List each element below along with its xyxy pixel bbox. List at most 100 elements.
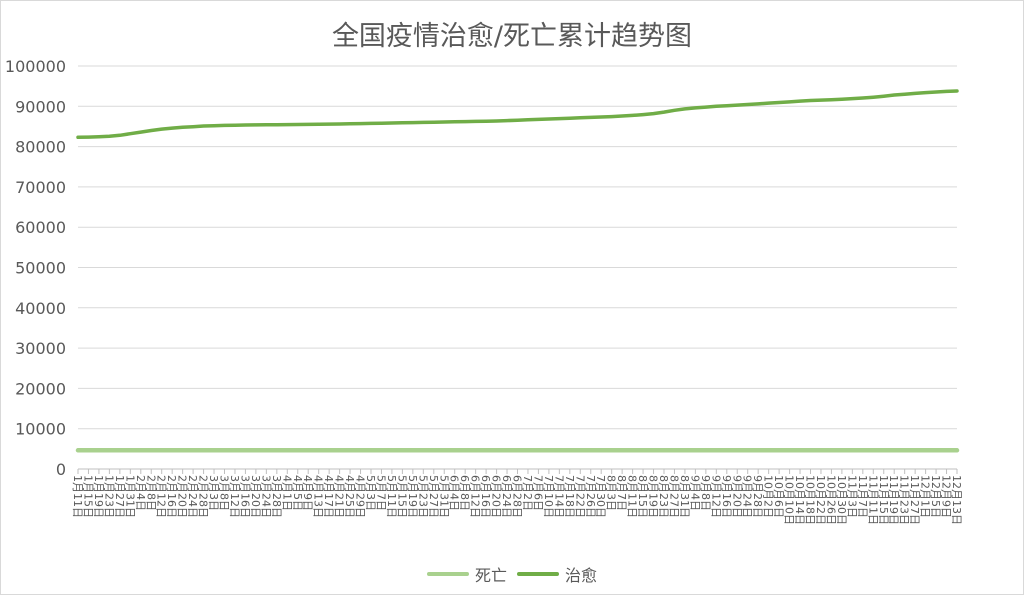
x-tick-label: 11月7日: [856, 475, 869, 518]
x-tick-label: 1月11日: [71, 475, 84, 518]
x-tick-label: 8月27日: [667, 475, 680, 518]
x-tick-label: 9月12日: [709, 475, 722, 518]
x-tick-label: 11月27日: [908, 475, 921, 525]
x-tick-label: 4月29日: [354, 475, 367, 518]
x-tick-label: 3月28日: [270, 475, 283, 518]
x-tick-label: 10月30日: [835, 475, 848, 525]
y-tick-label: 0: [56, 460, 66, 479]
legend-item-cured[interactable]: 治愈: [517, 562, 597, 586]
x-tick-label: 6月16日: [479, 475, 492, 518]
x-tick-label: 8月19日: [647, 475, 660, 518]
x-tick-label: 4月17日: [322, 475, 335, 518]
y-tick-label: 80000: [15, 138, 66, 157]
x-tick-label: 6月28日: [511, 475, 524, 518]
x-tick-label: 7月18日: [563, 475, 576, 518]
x-tick-label: 4月21日: [333, 475, 346, 518]
x-tick-label: 6月4日: [448, 475, 461, 511]
x-tick-label: 10月22日: [814, 475, 827, 525]
x-tick-label: 7月14日: [552, 475, 565, 518]
y-tick-label: 40000: [15, 299, 66, 318]
x-tick-label: 7月26日: [584, 475, 597, 518]
x-tick-label: 6月24日: [500, 475, 513, 518]
x-tick-label: 5月3日: [364, 475, 377, 511]
x-tick-label: 12月13日: [950, 475, 963, 525]
x-tick-label: 5月31日: [437, 475, 450, 518]
legend-swatch-cured: [517, 572, 559, 576]
x-tick-label: 1月23日: [102, 475, 115, 518]
x-tick-label: 8月15日: [636, 475, 649, 518]
x-tick-label: 9月16日: [720, 475, 733, 518]
x-tick-label: 5月23日: [416, 475, 429, 518]
chart-legend: 死亡 治愈: [0, 562, 1024, 586]
x-tick-label: 4月1日: [280, 475, 293, 511]
x-tick-label: 12月9日: [940, 475, 953, 518]
x-tick-label: 11月15日: [877, 475, 890, 525]
x-tick-label: 6月12日: [469, 475, 482, 518]
y-tick-label: 100000: [5, 57, 66, 76]
x-tick-label: 2月20日: [176, 475, 189, 518]
x-tick-label: 8月3日: [605, 475, 618, 511]
x-tick-label: 11月3日: [845, 475, 858, 518]
series-line-cured: [76, 89, 959, 140]
x-tick-label: 2月16日: [165, 475, 178, 518]
x-tick-label: 7月2日: [521, 475, 534, 511]
x-tick-label: 10月2日: [762, 475, 775, 518]
x-tick-label: 2月8日: [144, 475, 157, 511]
x-tick-label: 5月7日: [374, 475, 387, 511]
x-tick-label: 8月31日: [678, 475, 691, 518]
x-tick-label: 4月5日: [291, 475, 304, 511]
y-tick-label: 50000: [15, 259, 66, 278]
x-tick-label: 12月1日: [919, 475, 932, 518]
x-tick-label: 9月8日: [699, 475, 712, 511]
legend-item-death[interactable]: 死亡: [426, 562, 507, 586]
y-tick-label: 30000: [15, 339, 66, 358]
x-tick-label: 5月27日: [427, 475, 440, 518]
x-tick-label: 6月8日: [458, 475, 471, 511]
x-tick-label: 2月24日: [186, 475, 199, 518]
legend-label-death: 死亡: [474, 566, 507, 585]
x-tick-label: 2月28日: [197, 475, 210, 518]
x-tick-label: 3月12日: [228, 475, 241, 518]
y-tick-label: 90000: [15, 97, 66, 116]
x-tick-label: 11月23日: [898, 475, 911, 525]
x-tick-label: 6月20日: [490, 475, 503, 518]
x-tick-label: 1月19日: [92, 475, 105, 518]
x-tick-label: 10月10日: [783, 475, 796, 525]
x-tick-label: 11月11日: [866, 475, 879, 525]
x-tick-label: 2月12日: [155, 475, 168, 518]
x-tick-label: 3月8日: [218, 475, 231, 511]
y-tick-label: 20000: [15, 379, 66, 398]
x-tick-label: 10月18日: [804, 475, 817, 525]
x-tick-label: 9月4日: [688, 475, 701, 511]
x-tick-label: 1月15日: [81, 475, 94, 518]
y-tick-label: 70000: [15, 178, 66, 197]
x-tick-label: 4月25日: [343, 475, 356, 518]
x-tick-label: 1月31日: [123, 475, 136, 518]
x-tick-label: 9月24日: [741, 475, 754, 518]
x-tick-label: 10月26日: [824, 475, 837, 525]
x-tick-label: 3月20日: [249, 475, 262, 518]
x-tick-label: 4月13日: [312, 475, 325, 518]
x-tick-label: 5月15日: [395, 475, 408, 518]
x-tick-label: 8月11日: [626, 475, 639, 518]
x-tick-label: 3月16日: [238, 475, 251, 518]
x-tick-label: 9月28日: [751, 475, 764, 518]
x-tick-label: 5月11日: [385, 475, 398, 518]
x-tick-label: 1月27日: [113, 475, 126, 518]
x-tick-label: 7月30日: [594, 475, 607, 518]
y-tick-label: 10000: [15, 420, 66, 439]
x-tick-label: 2月4日: [134, 475, 147, 511]
x-tick-label: 12月5日: [929, 475, 942, 518]
x-tick-label: 10月6日: [772, 475, 785, 518]
y-tick-label: 60000: [15, 218, 66, 237]
chart-title: 全国疫情治愈/死亡累计趋势图: [331, 21, 693, 52]
x-tick-label: 9月20日: [730, 475, 743, 518]
x-tick-label: 3月24日: [259, 475, 272, 518]
x-tick-label: 11月19日: [887, 475, 900, 525]
x-tick-label: 8月7日: [615, 475, 628, 511]
x-tick-label: 3月3日: [207, 475, 220, 511]
x-tick-label: 7月22日: [573, 475, 586, 518]
x-tick-label: 7月10日: [542, 475, 555, 518]
legend-label-cured: 治愈: [565, 566, 598, 585]
